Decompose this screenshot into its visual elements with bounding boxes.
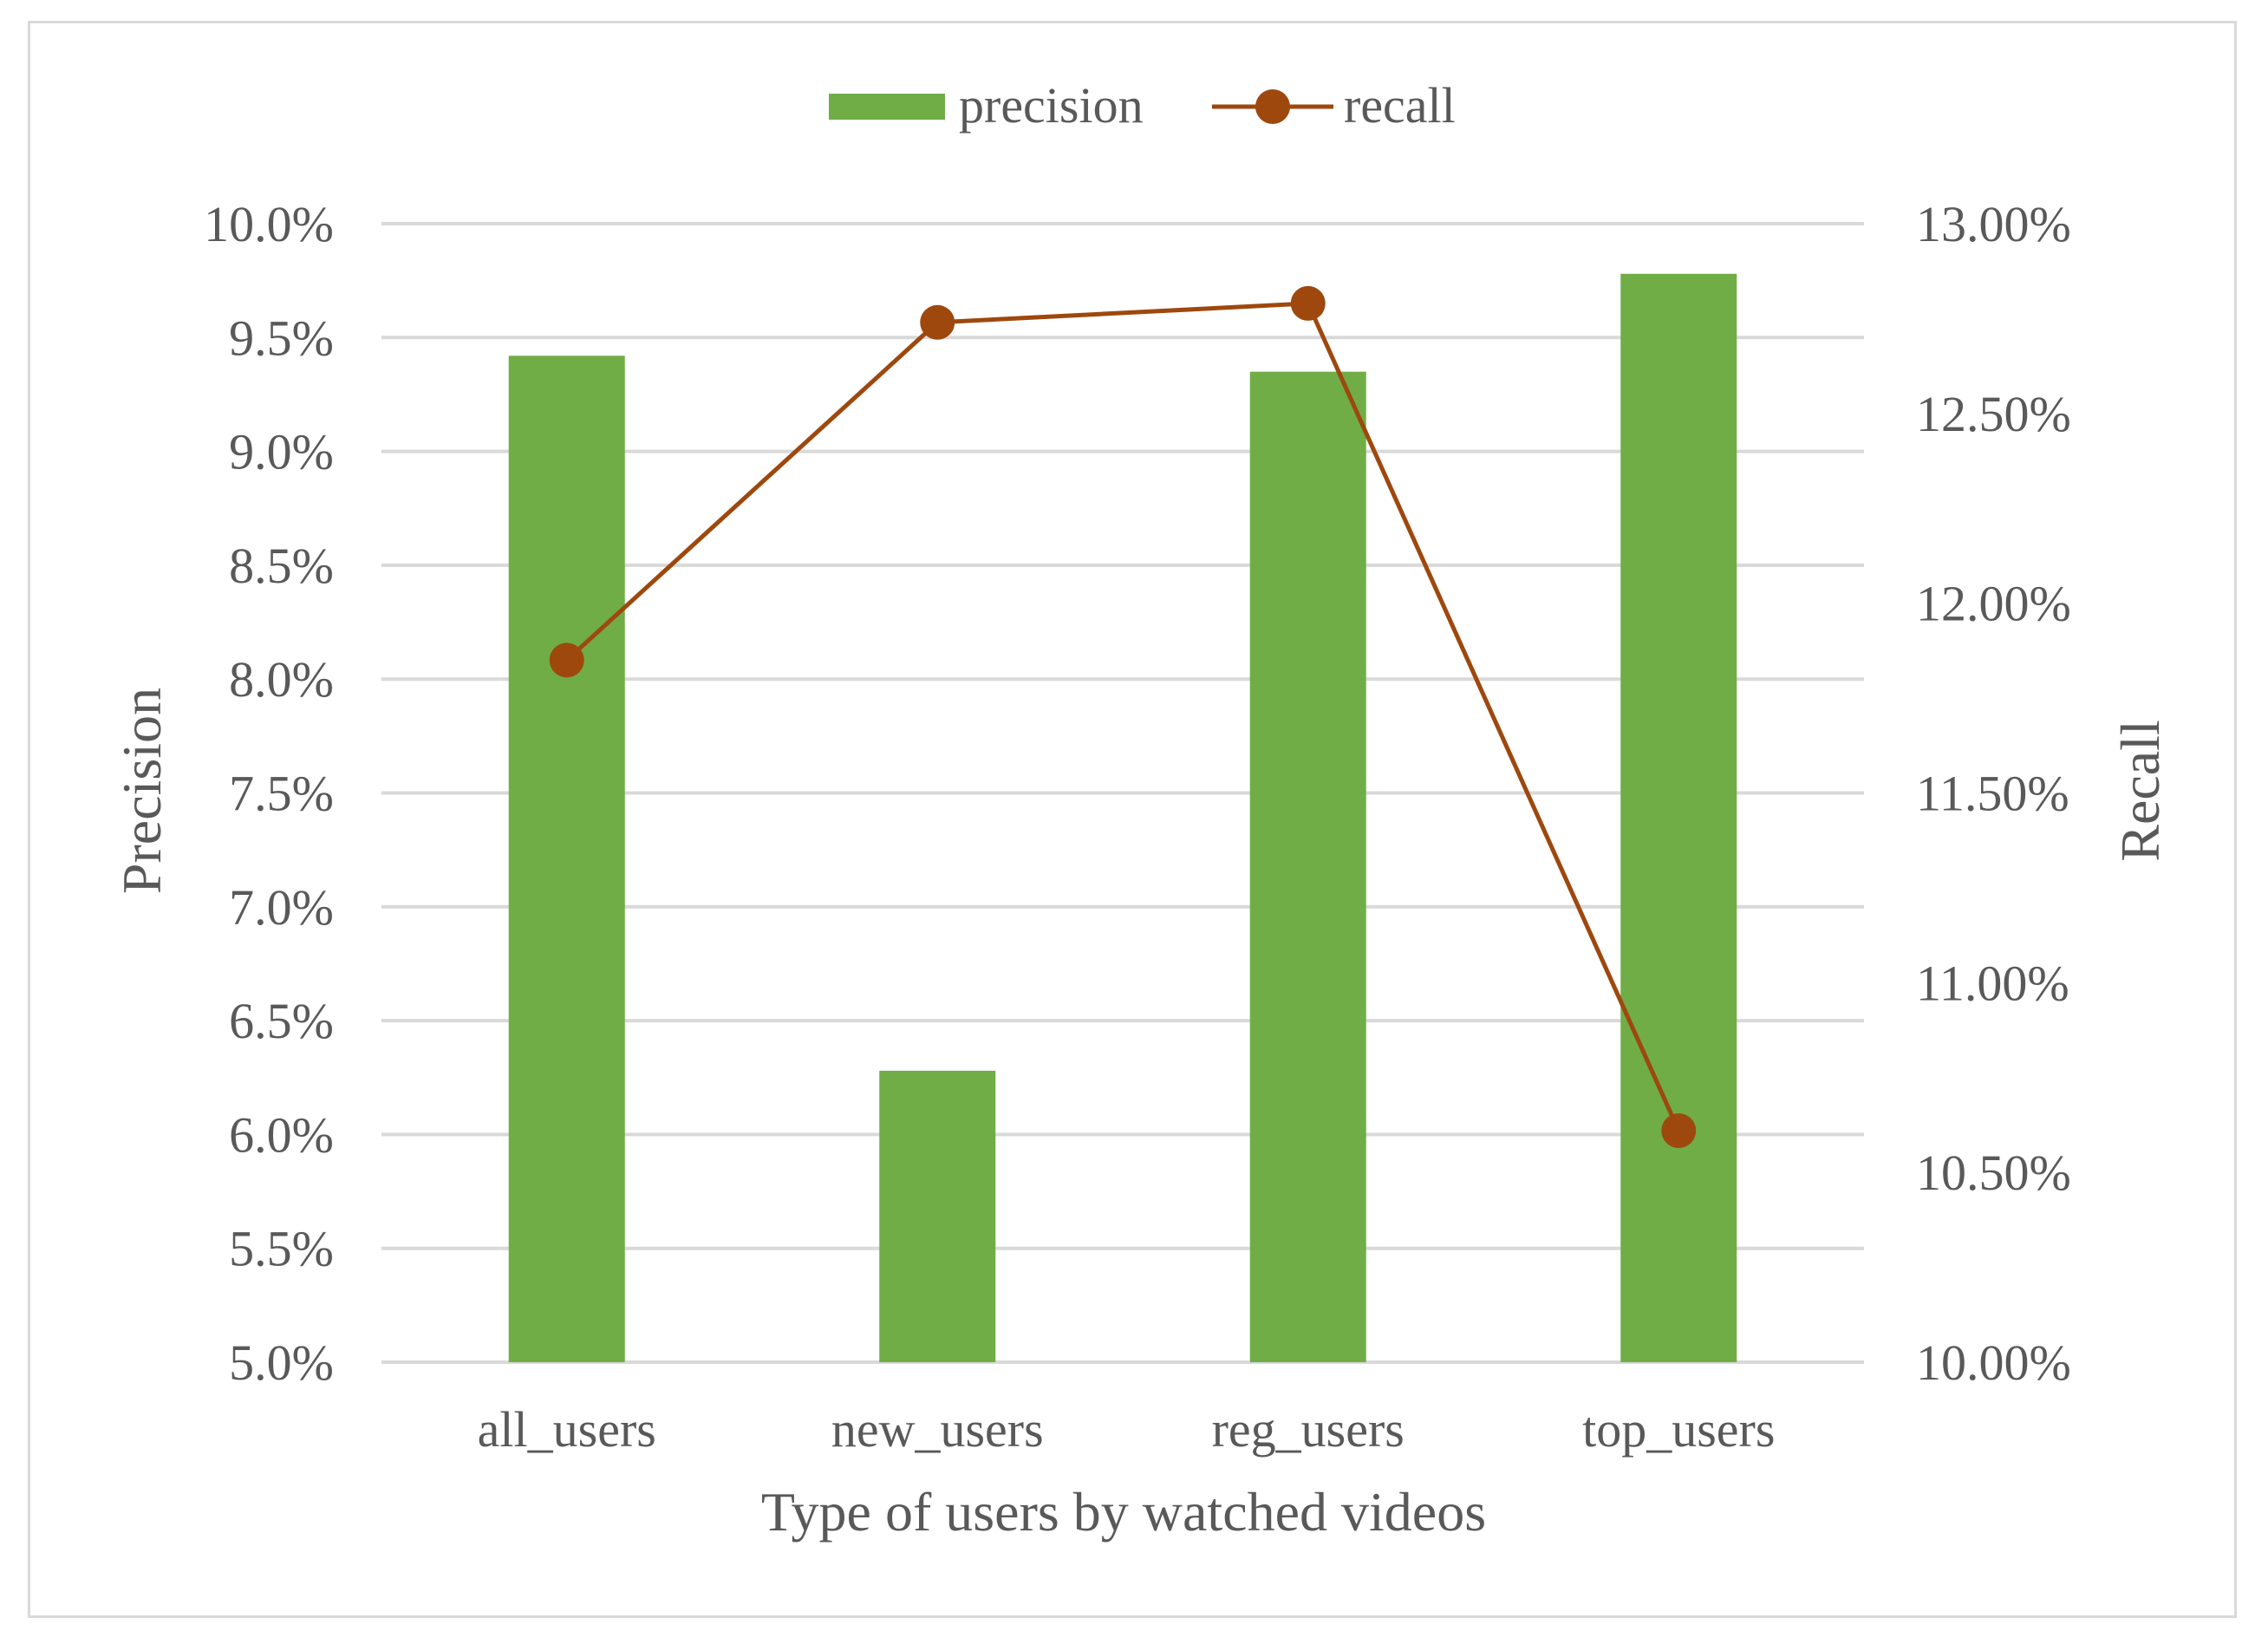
left-axis-ticks: 5.0% 5.5% 6.0% 6.5% 7.0% 7.5% 8.0% 8.5% 9.0% 9.5%… (204, 196, 334, 1391)
y-tick-label: 8.0% (229, 651, 334, 708)
x-axis-title: Type of users by watched videos (761, 1481, 1486, 1543)
y-tick-label: 10.0% (204, 196, 334, 252)
bar-all_users (508, 356, 625, 1363)
y2-tick-label: 12.50% (1916, 386, 2071, 442)
legend-swatch-precision (829, 94, 945, 120)
y2-tick-label: 12.00% (1916, 576, 2071, 632)
recall-line (565, 301, 1681, 1132)
bar-reg_users (1249, 371, 1366, 1363)
line-series-recall (549, 285, 1697, 1149)
y2-tick-label: 10.50% (1916, 1145, 2071, 1201)
bar-series-precision (508, 273, 1737, 1363)
chart-frame (28, 21, 2237, 1618)
y2-tick-label: 11.00% (1916, 955, 2069, 1011)
right-axis-ticks: 10.00% 10.50% 11.00% 11.50% 12.00% 12.50% 13.0… (1916, 196, 2071, 1391)
y-tick-label: 5.5% (229, 1221, 334, 1277)
y-tick-label: 9.5% (229, 310, 334, 366)
recall-point-all_users (549, 643, 584, 678)
bar-new_users (879, 1070, 996, 1362)
recall-point-top_users (1661, 1113, 1697, 1149)
x-tick-label: all_users (478, 1401, 656, 1458)
y2-tick-label: 11.50% (1916, 766, 2069, 822)
y2-axis-title: Recall (2109, 720, 2171, 861)
y-axis-title: Precision (111, 688, 173, 894)
legend: precision recall (829, 77, 1456, 134)
y-tick-label: 8.5% (229, 538, 334, 594)
bar-top_users (1620, 273, 1737, 1363)
y-tick-label: 5.0% (229, 1334, 334, 1391)
x-tick-label: top_users (1582, 1401, 1775, 1458)
gridlines (381, 222, 1864, 1364)
legend-label-recall: recall (1344, 77, 1456, 134)
recall-point-new_users (920, 304, 955, 340)
x-tick-label: new_users (831, 1401, 1044, 1458)
x-tick-label: reg_users (1212, 1401, 1404, 1458)
x-axis-ticks: all_users new_users reg_users top_users (478, 1401, 1776, 1458)
y2-tick-label: 10.00% (1916, 1334, 2071, 1391)
legend-label-precision: precision (959, 77, 1144, 134)
y-tick-label: 6.5% (229, 993, 334, 1049)
y-tick-label: 7.5% (229, 766, 334, 822)
y-tick-label: 7.0% (229, 879, 334, 936)
y-tick-label: 9.0% (229, 424, 334, 480)
legend-marker-recall (1255, 89, 1290, 124)
y2-tick-label: 13.00% (1916, 196, 2071, 252)
y-tick-label: 6.0% (229, 1106, 334, 1163)
recall-point-reg_users (1290, 285, 1326, 321)
